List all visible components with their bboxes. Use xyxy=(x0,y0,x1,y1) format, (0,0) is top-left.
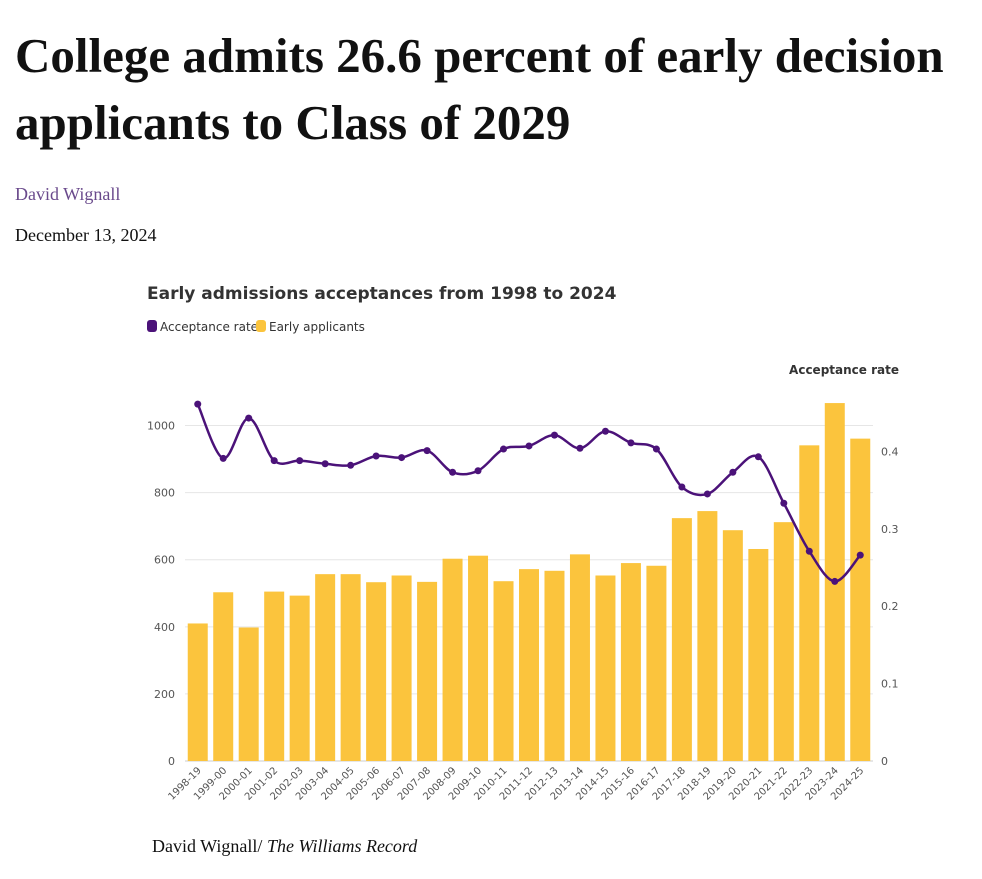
right-tick-label: 0.1 xyxy=(881,678,899,691)
left-tick-label: 200 xyxy=(154,688,175,701)
point-2006-07 xyxy=(398,454,406,462)
legend-swatch-early-applicants xyxy=(256,320,266,332)
left-axis-ticks: 0 200 400 600 800 1000 xyxy=(147,420,175,768)
bar-2013-14 xyxy=(569,554,590,761)
x-axis-labels: 1998-191999-002000-012001-022002-032003-… xyxy=(167,765,867,802)
point-2018-19 xyxy=(703,490,711,498)
point-2011-12 xyxy=(525,442,533,450)
point-1999-00 xyxy=(219,454,227,462)
bar-2017-18 xyxy=(671,518,692,761)
bar-2020-21 xyxy=(748,548,769,761)
line-points xyxy=(194,400,864,585)
bar-2003-04 xyxy=(315,574,336,761)
point-2013-14 xyxy=(576,444,584,452)
bar-2022-23 xyxy=(799,445,820,761)
credit-publication: The Williams Record xyxy=(266,836,418,856)
bar-2014-15 xyxy=(595,575,616,761)
left-tick-label: 1000 xyxy=(147,420,175,433)
bar-2015-16 xyxy=(620,563,641,761)
bar-1998-19 xyxy=(187,623,208,761)
legend-label-acceptance-rate: Acceptance rate xyxy=(160,320,258,334)
right-tick-label: 0.2 xyxy=(881,600,899,613)
left-tick-label: 0 xyxy=(168,755,175,768)
chart-legend: Acceptance rate Early applicants xyxy=(147,320,365,334)
bar-2001-02 xyxy=(264,591,285,761)
point-2017-18 xyxy=(678,483,686,491)
point-2024-25 xyxy=(856,551,864,559)
bar-2021-22 xyxy=(773,522,794,761)
point-2012-13 xyxy=(550,431,558,439)
point-2003-04 xyxy=(321,460,329,468)
bar-2024-25 xyxy=(850,438,871,761)
bar-2005-06 xyxy=(366,582,387,761)
bar-2002-03 xyxy=(289,595,310,761)
point-2019-20 xyxy=(729,468,737,476)
bar-2009-10 xyxy=(468,555,489,761)
point-2022-23 xyxy=(805,547,813,555)
point-2001-02 xyxy=(270,457,278,465)
point-2023-24 xyxy=(831,577,839,585)
point-2010-11 xyxy=(500,445,508,453)
point-2002-03 xyxy=(296,457,304,465)
bar-2000-01 xyxy=(238,627,259,761)
point-2008-09 xyxy=(449,468,457,476)
right-axis-ticks: 0 0.1 0.2 0.3 0.4 xyxy=(881,445,899,768)
point-2021-22 xyxy=(780,499,788,507)
point-2005-06 xyxy=(372,452,380,460)
bar-2019-20 xyxy=(722,530,743,761)
credit-author: David Wignall/ xyxy=(152,836,263,856)
bar-2004-05 xyxy=(340,574,361,761)
bar-2018-19 xyxy=(697,511,718,761)
right-axis-title: Acceptance rate xyxy=(789,363,899,377)
chart-credit: David Wignall/ The Williams Record xyxy=(152,836,417,857)
bar-series-early-applicants xyxy=(187,403,871,761)
right-tick-label: 0.4 xyxy=(881,445,899,458)
left-tick-label: 800 xyxy=(154,487,175,500)
point-2020-21 xyxy=(754,453,762,461)
right-tick-label: 0.3 xyxy=(881,523,899,536)
right-tick-label: 0 xyxy=(881,755,888,768)
author-link[interactable]: David Wignall xyxy=(15,184,121,204)
point-2016-17 xyxy=(652,445,660,453)
bar-2007-08 xyxy=(417,581,438,761)
bar-2016-17 xyxy=(646,565,667,761)
point-2014-15 xyxy=(601,427,609,435)
point-2004-05 xyxy=(347,461,355,469)
bar-2012-13 xyxy=(544,570,565,761)
bar-2010-11 xyxy=(493,581,514,761)
point-1998-19 xyxy=(194,400,202,408)
legend-label-early-applicants: Early applicants xyxy=(269,320,365,334)
point-2007-08 xyxy=(423,447,431,455)
headline: College admits 26.6 percent of early dec… xyxy=(15,28,944,150)
chart-title: Early admissions acceptances from 1998 t… xyxy=(147,284,617,304)
bar-2011-12 xyxy=(519,569,539,761)
legend-swatch-acceptance-rate xyxy=(147,320,157,332)
bar-2006-07 xyxy=(391,575,412,761)
point-2000-01 xyxy=(245,414,253,422)
point-2009-10 xyxy=(474,467,482,475)
acceptance-chart: Early admissions acceptances from 1998 t… xyxy=(147,284,899,803)
bar-2008-09 xyxy=(442,558,463,761)
left-tick-label: 400 xyxy=(154,621,175,634)
left-tick-label: 600 xyxy=(154,554,175,567)
bar-1999-00 xyxy=(213,592,234,761)
publish-date: December 13, 2024 xyxy=(15,225,157,245)
point-2015-16 xyxy=(627,439,635,447)
